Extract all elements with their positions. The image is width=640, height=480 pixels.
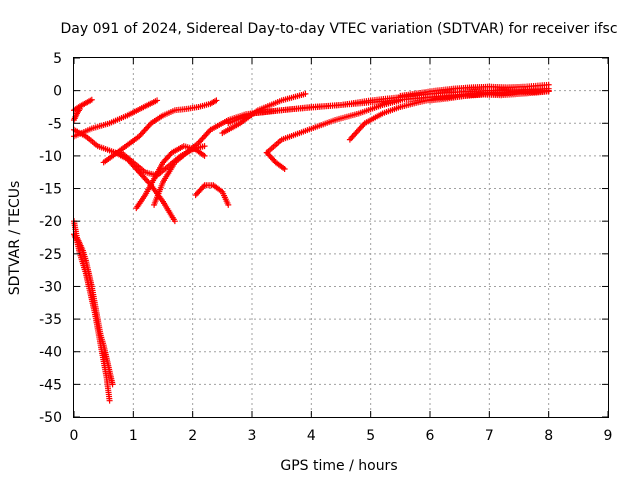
data-point [171,218,178,225]
data-point [545,88,552,95]
data-point [200,183,207,190]
x-tick-label: 0 [70,428,79,444]
y-tick-label: -20 [39,214,62,230]
series-track-9 [192,182,232,208]
data-point [109,381,116,388]
y-axis-label: SDTVAR / TECUs [7,181,23,296]
y-tick-label: -25 [39,247,62,263]
x-tick-label: 2 [188,428,197,444]
data-point [545,81,552,88]
y-tick-label: -45 [39,377,62,393]
data-point [154,97,161,104]
data-point [225,201,232,208]
y-tick-label: -5 [48,116,62,132]
y-tick-label: -15 [39,182,62,198]
x-axis-label: GPS time / hours [280,458,397,474]
y-tick-label: -50 [39,410,62,426]
data-point [201,152,208,159]
series-track-12 [263,149,288,172]
series-track-5 [100,97,220,166]
series-track-15 [397,81,552,99]
y-tick-label: -35 [39,312,62,328]
x-tick-label: 1 [129,428,138,444]
y-tick-label: -40 [39,345,62,361]
series-track-10 [219,90,309,137]
data-point [88,96,95,103]
grid [74,58,608,417]
y-tick-label: -10 [39,149,62,165]
series-track-13 [263,97,404,156]
x-tick-label: 9 [604,428,613,444]
chart-title: Day 091 of 2024, Sidereal Day-to-day VTE… [60,21,617,37]
series-track-3 [71,97,161,140]
x-tick-label: 8 [544,428,553,444]
plot-area [71,81,552,404]
axis-ticks: 0 1 2 3 4 5 6 7 8 9 5 0 -5 -10 -15 -20 -25 -30 -35 -40 -45 -5… [39,51,612,444]
data-point [106,397,113,404]
series-track-2 [71,105,83,124]
data-point [302,90,309,97]
x-tick-label: 5 [366,428,375,444]
data-point [76,105,83,112]
data-point [213,97,220,104]
y-tick-label: 0 [53,84,62,100]
x-tick-label: 7 [485,428,494,444]
data-point [281,165,288,172]
data-point [201,143,208,150]
series-track-16 [427,88,552,104]
x-tick-label: 3 [248,428,257,444]
series-track-18 [71,231,113,404]
plot-frame [73,57,609,418]
x-tick-label: 6 [426,428,435,444]
x-tick-label: 4 [307,428,316,444]
y-tick-label: 5 [53,51,62,67]
y-tick-label: -30 [39,279,62,295]
